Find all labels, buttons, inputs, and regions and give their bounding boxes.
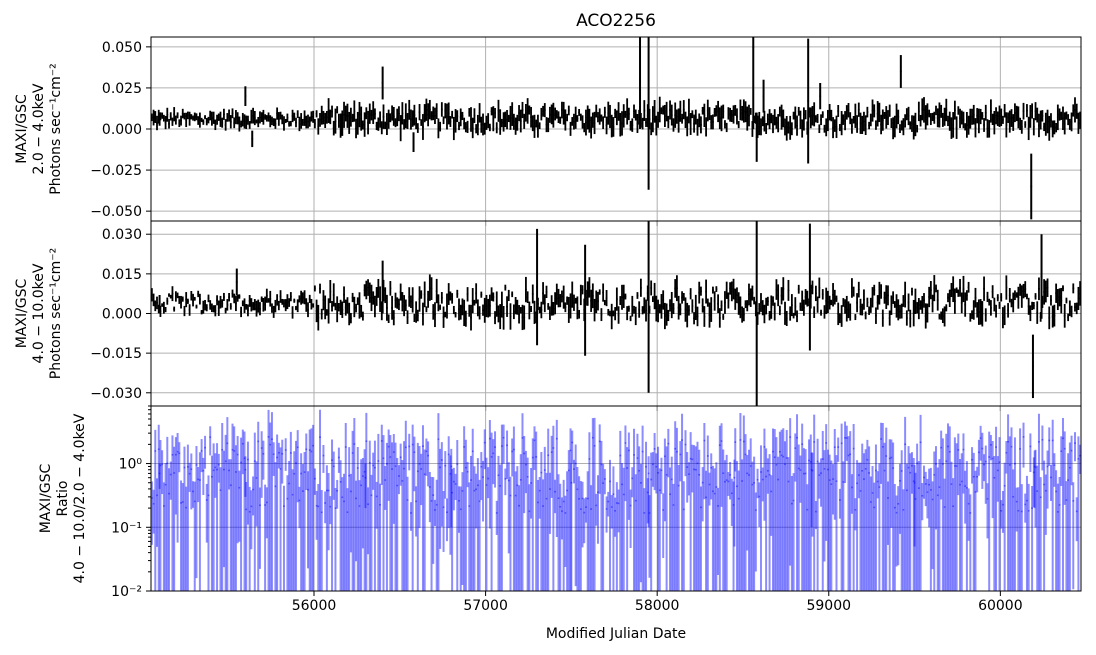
y-tick-label: 0.030 xyxy=(102,227,142,243)
x-axis-label: Modified Julian Date xyxy=(546,626,686,642)
panel-soft xyxy=(151,37,1081,221)
chart-title: ACO2256 xyxy=(576,11,656,31)
y-axis-label-line: MAXI/GSC xyxy=(14,278,30,348)
y-tick-label: −0.015 xyxy=(90,346,142,362)
y-tick-label: −0.030 xyxy=(90,386,142,402)
y-tick-label: 10⁻² xyxy=(111,584,142,600)
panel-ratio xyxy=(151,406,1081,591)
x-tick-label: 57000 xyxy=(463,598,508,614)
y-axis-label-line: 2.0 − 4.0keV xyxy=(31,83,47,174)
y-axis-label-line: 4.0 − 10.0/2.0 − 4.0keV xyxy=(72,413,88,583)
y-tick-label: 0.000 xyxy=(102,122,142,138)
x-tick-label: 58000 xyxy=(635,598,680,614)
y-tick-label: 10⁰ xyxy=(119,457,143,473)
panel-frame xyxy=(150,405,1082,592)
panel-hard xyxy=(151,221,1081,406)
y-tick-label: 10⁻¹ xyxy=(111,520,142,536)
y-tick-label: −0.025 xyxy=(90,163,142,179)
y-axis-label-line: 4.0 − 10.0keV xyxy=(31,263,47,363)
y-tick-label: 0.015 xyxy=(102,267,142,283)
x-tick-label: 60000 xyxy=(978,598,1023,614)
y-tick-label: −0.050 xyxy=(90,204,142,220)
x-tick-label: 59000 xyxy=(806,598,851,614)
y-tick-label: 0.000 xyxy=(102,307,142,323)
y-tick-label: 0.025 xyxy=(102,81,142,97)
y-tick-label: 0.050 xyxy=(102,40,142,56)
y-axis-label-line: Photons sec⁻¹cm⁻² xyxy=(48,63,64,195)
y-axis-label-line: MAXI/GSC xyxy=(38,463,54,533)
y-axis-label-line: MAXI/GSC xyxy=(14,94,30,164)
y-axis-label-line: Photons sec⁻¹cm⁻² xyxy=(48,248,64,380)
y-axis-label-line: Ratio xyxy=(55,481,71,517)
x-tick-label: 56000 xyxy=(292,598,337,614)
